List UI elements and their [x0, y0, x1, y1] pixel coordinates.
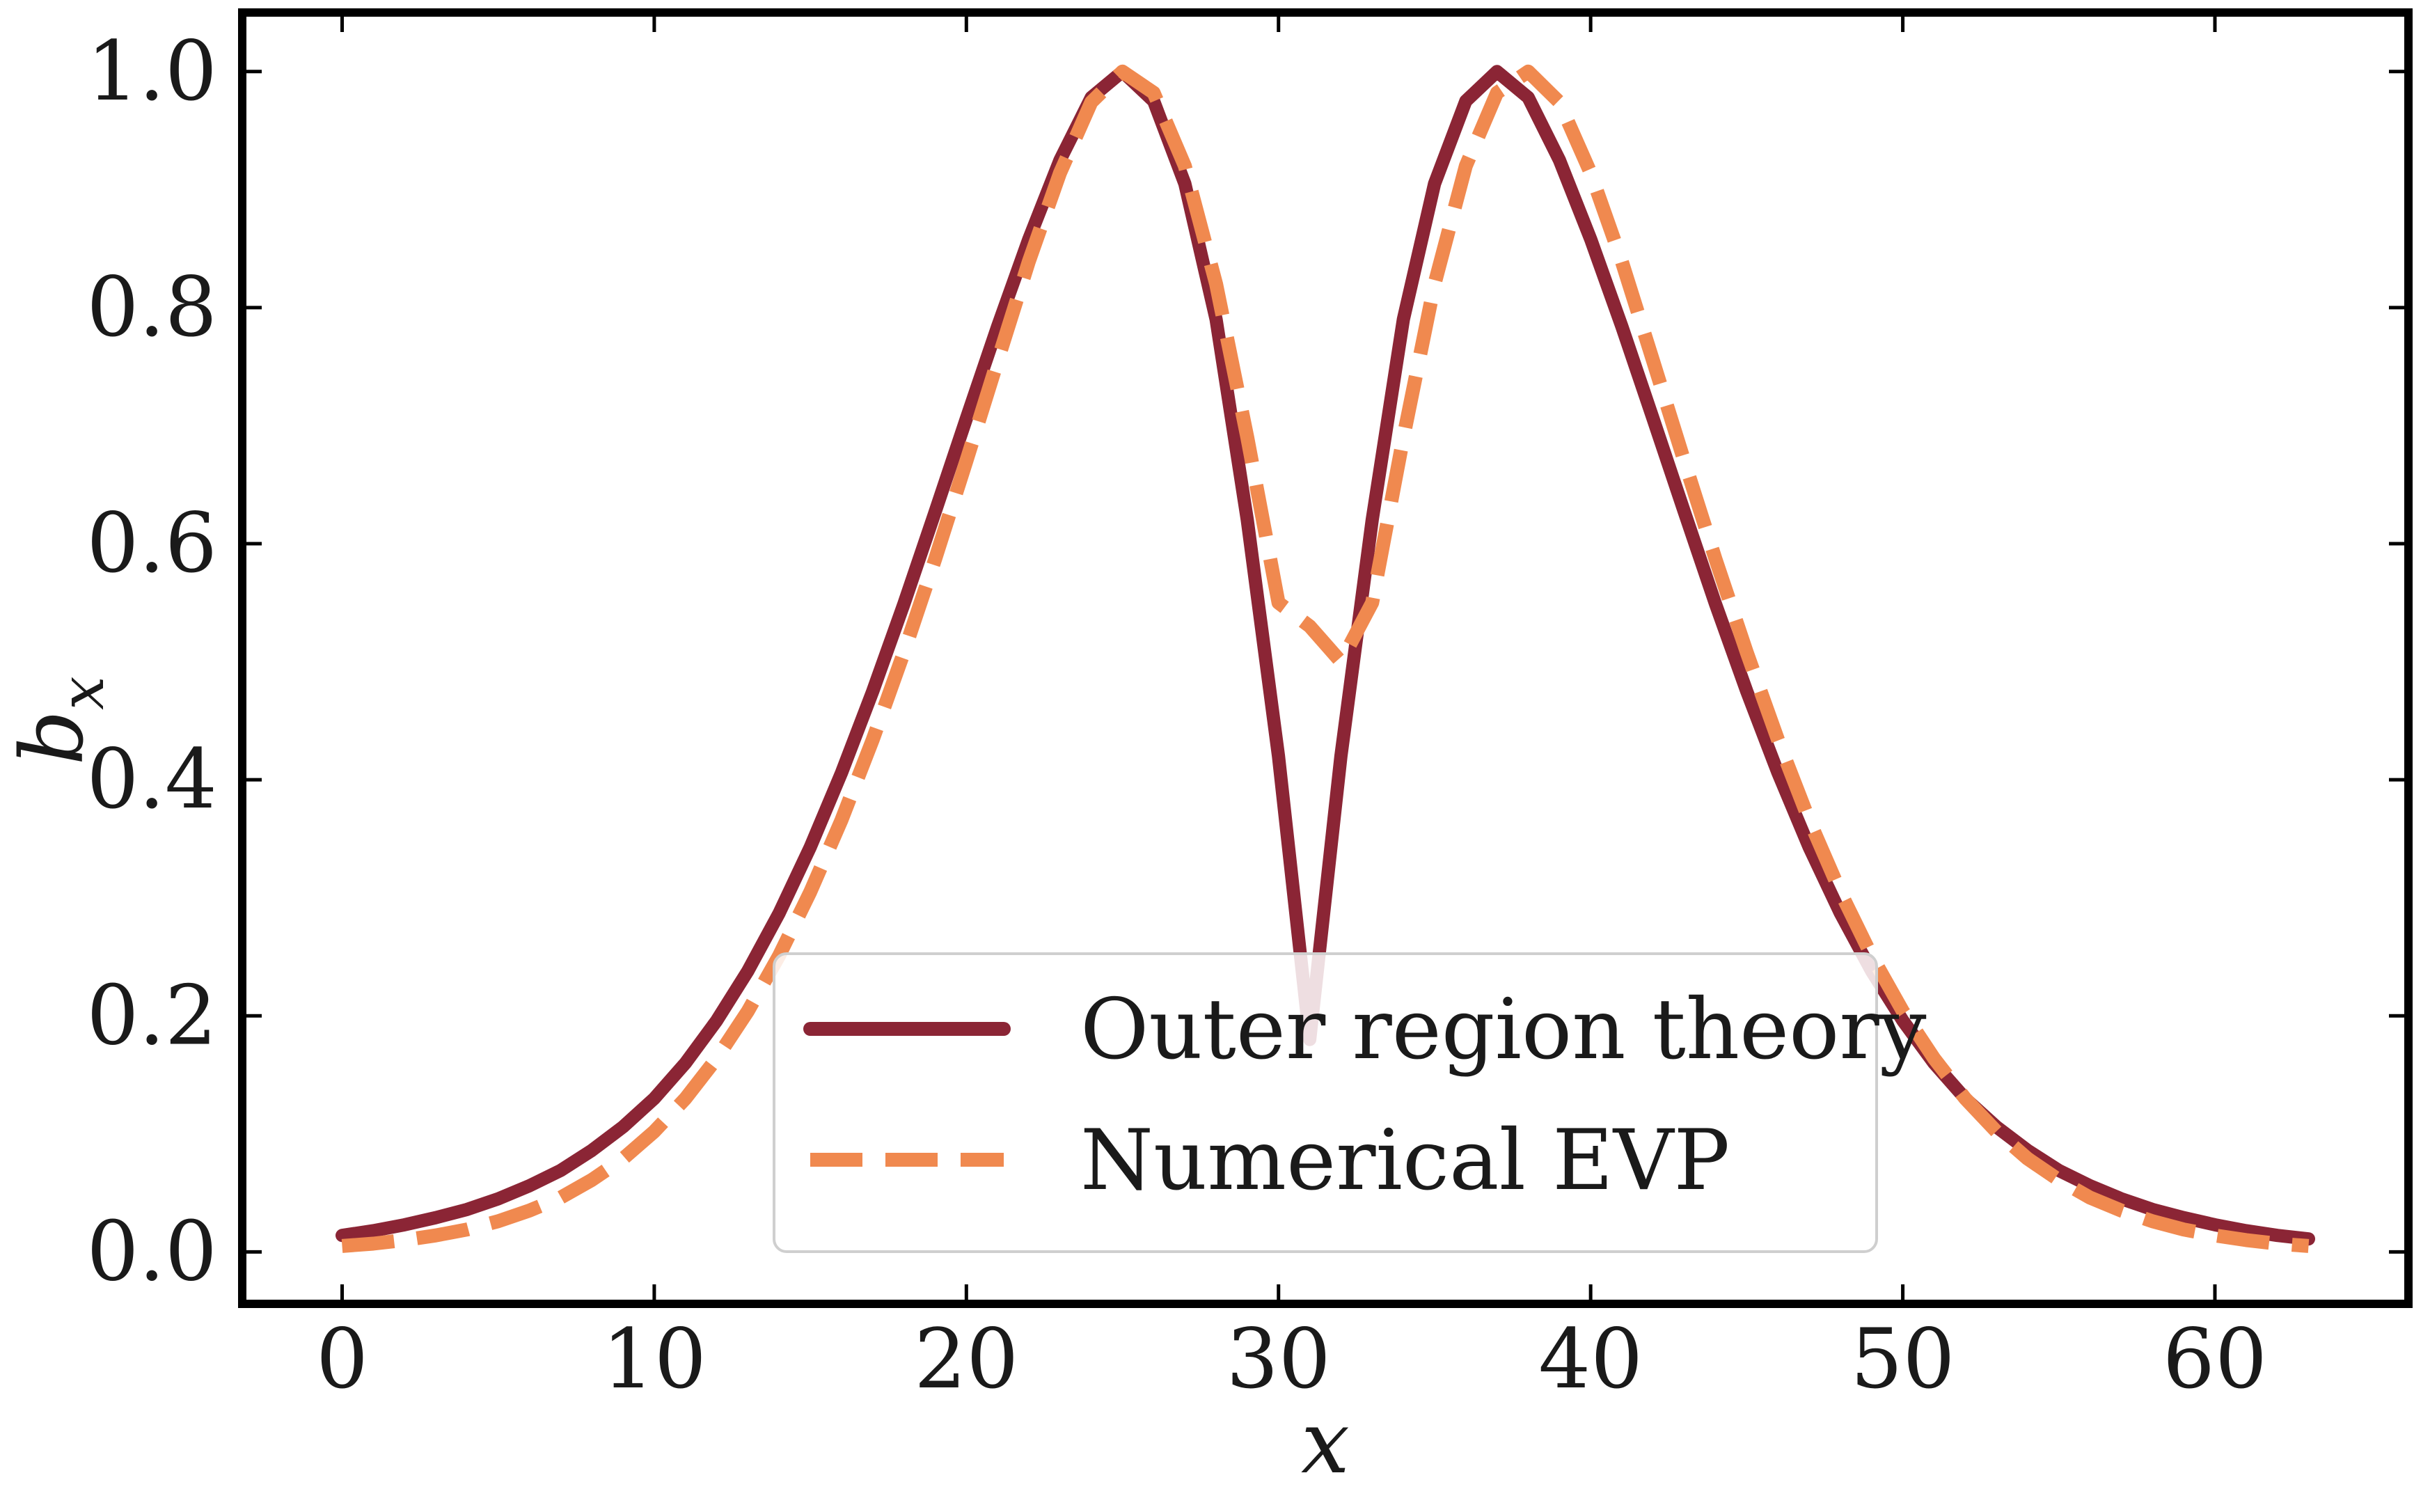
tick-labels-layer: 0 10 20 30 40 50 60 0.0 0.2 0.4 0.6 0.8 1.0 — [86, 23, 2267, 1407]
legend-box — [773, 952, 1878, 1253]
y-tick-label-1: 0.2 — [86, 967, 217, 1063]
y-tick-label-4: 0.8 — [86, 259, 217, 355]
y-tick-label-5: 1.0 — [86, 23, 217, 119]
x-tick-label-2: 20 — [914, 1311, 1018, 1407]
x-axis-title: x — [1301, 1393, 1350, 1493]
y-tick-label-2: 0.4 — [86, 731, 217, 827]
plot-frame — [238, 8, 2413, 1308]
x-tick-label-4: 40 — [1538, 1311, 1643, 1407]
y-axis-title-main: b — [3, 710, 103, 765]
x-tick-label-0: 0 — [316, 1311, 368, 1407]
legend: Outer region theory Numerical EVP — [773, 952, 1927, 1253]
x-tick-label-5: 50 — [1850, 1311, 1955, 1407]
legend-label-1: Outer region theory — [1080, 982, 1927, 1078]
axis-titles-layer: x bx — [3, 676, 1350, 1493]
y-tick-label-0: 0.0 — [86, 1203, 217, 1299]
x-tick-label-1: 10 — [602, 1311, 707, 1407]
y-tick-label-3: 0.6 — [86, 495, 217, 591]
x-tick-label-3: 30 — [1226, 1311, 1331, 1407]
series-line-2 — [341, 64, 2310, 1253]
legend-label-2: Numerical EVP — [1080, 1112, 1730, 1209]
x-tick-label-6: 60 — [2163, 1311, 2267, 1407]
series-layer — [336, 64, 2315, 1253]
y-axis-title-subscript: x — [48, 676, 118, 710]
y-axis-title: bx — [3, 676, 118, 765]
